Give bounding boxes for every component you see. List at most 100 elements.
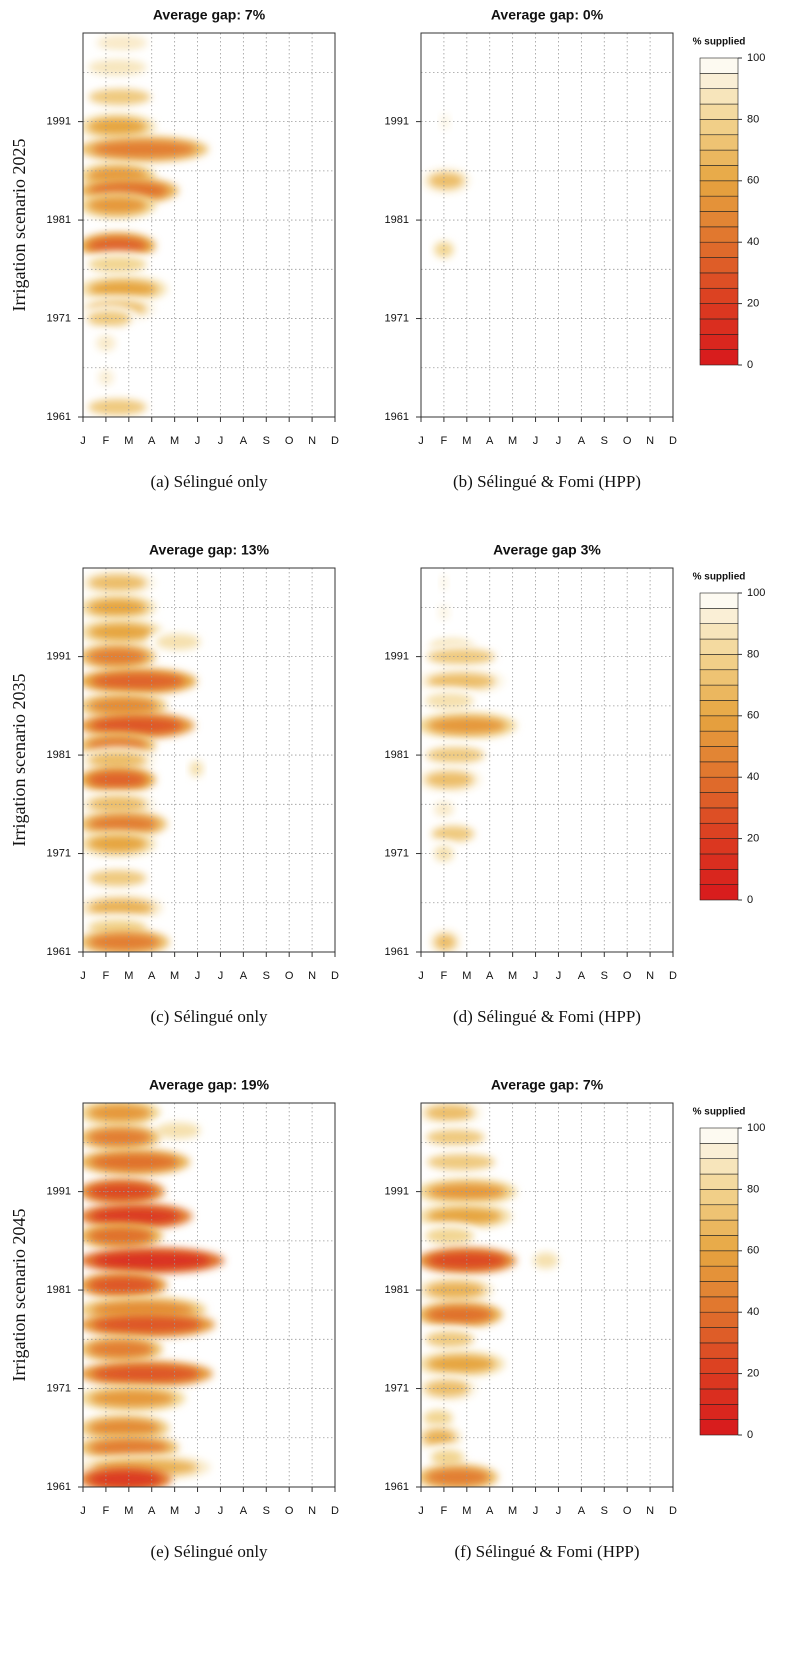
- x-tick-label: O: [285, 435, 294, 447]
- contour-core: [89, 281, 158, 297]
- colorbar-tick-label: 60: [747, 710, 759, 722]
- colorbar-tick-label: 60: [747, 175, 759, 187]
- contour-core: [427, 1355, 496, 1372]
- panel-caption: (a) Sélingué only: [150, 472, 268, 491]
- colorbar-band: [699, 165, 739, 182]
- colorbar-band: [699, 746, 739, 763]
- colorbar-band: [699, 1235, 739, 1252]
- contour-core: [96, 335, 116, 352]
- x-tick-label: S: [601, 435, 608, 447]
- x-tick-label: J: [218, 970, 224, 982]
- contour-core: [89, 1277, 158, 1294]
- y-tick-label: 1991: [47, 651, 71, 663]
- x-tick-label: A: [148, 1505, 156, 1517]
- x-tick-label: J: [218, 1505, 224, 1517]
- x-tick-label: D: [331, 970, 339, 982]
- panel-title: Average gap 3%: [493, 542, 601, 558]
- colorbar-band: [699, 608, 739, 624]
- colorbar-band: [699, 1419, 739, 1436]
- contour-core: [88, 574, 147, 591]
- contour-core: [88, 599, 147, 616]
- colorbar-band: [699, 119, 739, 136]
- x-tick-label: J: [418, 1505, 424, 1517]
- colorbar-tick-label: 20: [747, 833, 759, 845]
- y-tick-label: 1981: [47, 1284, 71, 1296]
- contour-core: [92, 1365, 200, 1382]
- y-tick-label: 1971: [385, 312, 409, 324]
- colorbar-band: [699, 272, 739, 289]
- y-tick-label: 1981: [385, 214, 409, 226]
- colorbar-tick-label: 0: [747, 359, 753, 371]
- contour-core: [425, 692, 474, 709]
- colorbar-band: [699, 1357, 739, 1374]
- x-tick-label: F: [441, 1505, 448, 1517]
- colorbar-band: [699, 838, 739, 855]
- x-tick-label: A: [148, 970, 156, 982]
- x-tick-label: M: [170, 435, 179, 447]
- contour-core: [90, 1390, 175, 1407]
- colorbar-label: % supplied: [693, 1107, 746, 1118]
- y-tick-label: 1961: [385, 411, 409, 423]
- colorbar-band: [699, 73, 739, 89]
- colorbar-tick-label: 80: [747, 648, 759, 660]
- colorbar-label: % supplied: [693, 572, 746, 583]
- x-tick-label: J: [556, 1505, 562, 1517]
- colorbar-band: [699, 1373, 739, 1390]
- contour-core: [533, 1252, 559, 1269]
- x-tick-label: J: [195, 1505, 201, 1517]
- x-tick-label: M: [170, 1505, 179, 1517]
- colorbar-tick-label: 100: [747, 587, 765, 599]
- x-tick-label: N: [308, 1505, 316, 1517]
- x-tick-label: A: [240, 1505, 248, 1517]
- contour-core: [431, 825, 475, 842]
- colorbar-tick-label: 0: [747, 1429, 753, 1441]
- panel-title: Average gap: 13%: [149, 542, 270, 558]
- colorbar-band: [699, 226, 739, 243]
- x-tick-label: O: [623, 435, 632, 447]
- x-tick-label: M: [124, 1505, 133, 1517]
- y-tick-label: 1981: [47, 214, 71, 226]
- contour-core: [425, 1104, 474, 1121]
- y-tick-label: 1971: [47, 1382, 71, 1394]
- colorbar-band: [699, 349, 739, 366]
- x-tick-label: A: [148, 435, 156, 447]
- contour-core: [440, 574, 448, 591]
- y-tick-label: 1981: [385, 1284, 409, 1296]
- colorbar-tick-label: 40: [747, 771, 759, 783]
- x-tick-label: A: [240, 970, 248, 982]
- contour-core: [189, 760, 204, 777]
- contour-core: [88, 899, 153, 916]
- y-tick-label: 1991: [385, 651, 409, 663]
- x-tick-label: J: [533, 435, 539, 447]
- x-tick-label: D: [331, 435, 339, 447]
- x-tick-label: D: [669, 1505, 677, 1517]
- contour-core: [88, 197, 147, 214]
- contour-core: [88, 237, 147, 254]
- contour-core: [88, 89, 151, 105]
- y-tick-label: 1961: [385, 1481, 409, 1493]
- x-tick-label: A: [486, 1505, 494, 1517]
- x-tick-label: N: [646, 435, 654, 447]
- contour-core: [427, 1154, 496, 1171]
- plot-frame: [82, 567, 336, 953]
- contour-core: [88, 835, 147, 852]
- y-tick-label: 1991: [385, 116, 409, 128]
- colorbar-band: [699, 333, 739, 350]
- contour-core: [88, 1227, 153, 1244]
- x-tick-label: A: [240, 435, 248, 447]
- x-tick-label: J: [418, 435, 424, 447]
- x-tick-label: J: [556, 435, 562, 447]
- colorbar-band: [699, 761, 739, 778]
- contours: [421, 1103, 565, 1487]
- x-tick-label: S: [601, 970, 608, 982]
- colorbar-band: [699, 638, 739, 655]
- contour-core: [427, 717, 506, 734]
- contour-core: [155, 1122, 201, 1139]
- colorbar-tick-label: 100: [747, 52, 765, 64]
- x-tick-label: D: [669, 970, 677, 982]
- colorbar-band: [699, 700, 739, 717]
- y-tick-label: 1981: [385, 749, 409, 761]
- contour-core: [88, 624, 153, 640]
- panel-title: Average gap: 7%: [491, 1077, 604, 1093]
- colorbar-band: [699, 1388, 739, 1405]
